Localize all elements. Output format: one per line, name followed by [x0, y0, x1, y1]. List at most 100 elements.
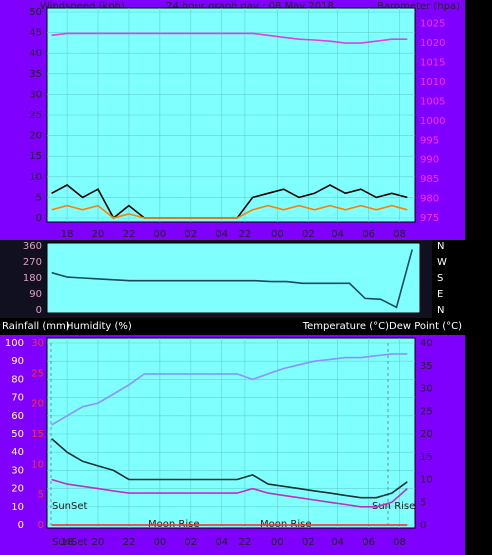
- y-tick-label: 10: [11, 502, 24, 513]
- x-tick-label: 08: [393, 537, 406, 548]
- x-tick-label: 02: [302, 537, 315, 548]
- x-tick-label: 00: [154, 537, 167, 548]
- x-tick-label: 00: [271, 229, 284, 240]
- y2-tick-label: 985: [420, 174, 439, 185]
- x-tick-label: 06: [362, 229, 375, 240]
- y-tick-label: 100: [5, 338, 24, 349]
- y-tick-label: 90: [11, 356, 24, 367]
- y-tick-label: 5: [36, 192, 42, 203]
- y2-tick-label: 40: [420, 338, 433, 349]
- y-label: Humidity (%): [66, 321, 132, 332]
- x-tick-label: 00: [271, 537, 284, 548]
- y2-tick-label: 15: [420, 452, 433, 463]
- y-tick-label: 50: [29, 7, 42, 18]
- y2-tick-label: 1020: [420, 38, 445, 49]
- x-tick-label: 02: [184, 537, 197, 548]
- y-tick-label: 60: [11, 411, 24, 422]
- y3-tick-label: 30: [31, 338, 44, 349]
- y-tick-label: 50: [11, 429, 24, 440]
- y-tick-label: 25: [29, 110, 42, 121]
- y2-tick-label: 30: [420, 384, 433, 395]
- x-tick-label: 20: [92, 537, 105, 548]
- y2-tick-label: 1025: [420, 19, 445, 30]
- y3-label: Rainfall (mm): [2, 321, 70, 332]
- data-line: [51, 437, 408, 499]
- annotation: Sun Rise: [372, 501, 415, 512]
- y2-tick-label: 1015: [420, 58, 445, 69]
- y2-tick-label: N: [437, 241, 444, 252]
- y-tick-label: 10: [29, 172, 42, 183]
- x-tick-label: 02: [184, 229, 197, 240]
- x-tick-label: 22: [123, 537, 136, 548]
- y-tick-label: 90: [29, 289, 42, 300]
- y3-tick-label: 10: [31, 459, 44, 470]
- y3-tick-label: 5: [38, 490, 44, 501]
- annotation: SunSet: [52, 537, 88, 548]
- chart-title: 24 hour graph day : 08 May 2018: [166, 1, 334, 12]
- y2-tick-label: S: [437, 273, 443, 284]
- annotation: SunSet: [52, 501, 88, 512]
- x-tick-label: 18: [61, 537, 74, 548]
- y-tick-label: 40: [11, 447, 24, 458]
- y2-tick-label: 35: [420, 361, 433, 372]
- y-label: Windspeed (kph): [40, 1, 125, 12]
- y3-tick-label: 15: [31, 429, 44, 440]
- y-tick-label: 40: [29, 48, 42, 59]
- y2-tick-label: 975: [420, 213, 439, 224]
- y2-tick-label: 20: [420, 429, 433, 440]
- data-line: [51, 478, 408, 508]
- y-tick-label: 15: [29, 151, 42, 162]
- data-line: [51, 249, 413, 309]
- x-tick-label: 04: [331, 229, 344, 240]
- x-tick-label: 00: [154, 229, 167, 240]
- data-line: [51, 353, 408, 426]
- y-tick-label: 30: [11, 465, 24, 476]
- y2-tick-label: 980: [420, 194, 439, 205]
- x-tick-label: 06: [362, 537, 375, 548]
- y-tick-label: 45: [29, 28, 42, 39]
- y2-tick-label: 1005: [420, 96, 445, 107]
- x-tick-label: 08: [393, 229, 406, 240]
- data-line: [51, 204, 408, 219]
- y-tick-label: 0: [18, 520, 24, 531]
- y-tick-label: 0: [36, 305, 42, 316]
- y2-label: Barometer (hpa): [377, 1, 460, 12]
- y-tick-label: 0: [36, 213, 42, 224]
- y-tick-label: 80: [11, 374, 24, 385]
- y2-tick-label: 995: [420, 135, 439, 146]
- x-tick-label: 02: [302, 229, 315, 240]
- y2-tick-label: 990: [420, 155, 439, 166]
- y-tick-label: 360: [23, 241, 42, 252]
- x-tick-label: 04: [215, 537, 228, 548]
- plot-area: [46, 242, 421, 314]
- y-tick-label: 70: [11, 393, 24, 404]
- y2-label: Temperature (°C)Dew Point (°C): [302, 321, 462, 332]
- y2-tick-label: 0: [420, 520, 426, 531]
- data-line: [51, 32, 408, 44]
- y-tick-label: 30: [29, 89, 42, 100]
- y-tick-label: 20: [29, 131, 42, 142]
- y2-tick-label: 25: [420, 406, 433, 417]
- y-tick-label: 270: [23, 257, 42, 268]
- y2-tick-label: W: [437, 257, 447, 268]
- x-tick-label: 22: [123, 229, 136, 240]
- y3-tick-label: 0: [38, 520, 44, 531]
- y-tick-label: 35: [29, 69, 42, 80]
- y-tick-label: 20: [11, 484, 24, 495]
- x-tick-label: 20: [92, 229, 105, 240]
- x-tick-label: 22: [239, 537, 252, 548]
- x-tick-label: 04: [215, 229, 228, 240]
- y-tick-label: 180: [23, 273, 42, 284]
- y2-tick-label: 1010: [420, 77, 445, 88]
- y2-tick-label: N: [437, 305, 444, 316]
- x-tick-label: 22: [239, 229, 252, 240]
- y2-tick-label: E: [437, 289, 443, 300]
- y3-tick-label: 20: [31, 399, 44, 410]
- y2-tick-label: 10: [420, 475, 433, 486]
- y2-tick-label: 5: [420, 497, 426, 508]
- x-tick-label: 18: [61, 229, 74, 240]
- x-tick-label: 04: [331, 537, 344, 548]
- plot-area: [46, 337, 416, 529]
- y3-tick-label: 25: [31, 368, 44, 379]
